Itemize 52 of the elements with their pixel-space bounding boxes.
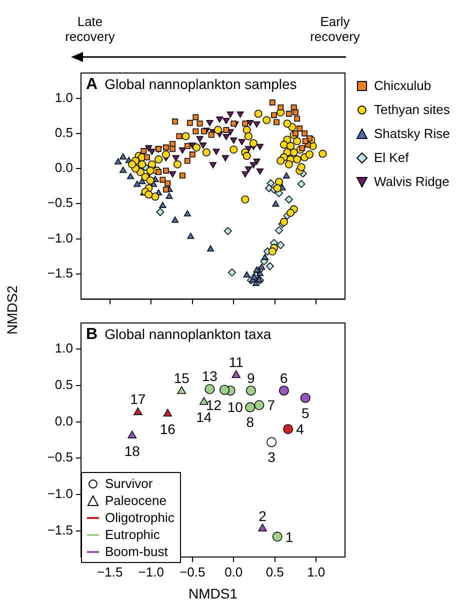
y-tick-label: 0.0 xyxy=(54,160,73,176)
x-tick-label: −1.5 xyxy=(97,564,123,580)
text: Early recovery xyxy=(309,14,361,44)
annotation: 13 xyxy=(202,368,218,384)
legend-label: Boom-bust xyxy=(105,544,168,559)
y-tick-label: −1.0 xyxy=(47,230,73,246)
annotation: 7 xyxy=(267,397,275,414)
y-tick-label: −1.5 xyxy=(47,522,73,538)
text: Late recovery xyxy=(64,14,116,44)
annotation: 1 xyxy=(285,528,294,545)
chart-title: Global nannoplankton taxa xyxy=(104,326,272,342)
legend-label: Shatsky Rise xyxy=(374,126,450,141)
y-tick-label: −0.5 xyxy=(47,195,73,210)
x-axis-title: NMDS1 xyxy=(188,585,238,602)
annotation: 10 xyxy=(227,398,243,415)
x-tick-label: −1.0 xyxy=(138,564,164,580)
legend-label: Paleocene xyxy=(105,493,166,508)
annotation: 5 xyxy=(301,404,310,421)
annotation: 16 xyxy=(160,420,176,437)
annotation: 17 xyxy=(130,391,146,408)
x-tick-label: 1.0 xyxy=(307,564,326,580)
annotation: 8 xyxy=(246,414,254,430)
legend-label: Walvis Ridge xyxy=(374,174,450,189)
annotation: 3 xyxy=(268,449,276,466)
legend-label: Chicxulub xyxy=(374,78,432,93)
legend-label: Eutrophic xyxy=(105,527,160,542)
x-tick-label: 0.0 xyxy=(224,564,243,580)
annotation: 2 xyxy=(258,508,266,524)
annotation: 4 xyxy=(296,421,304,438)
y-tick-label: 1.0 xyxy=(54,340,73,356)
annotation: 18 xyxy=(124,442,140,459)
legend-label: Tethyan sites xyxy=(374,102,450,117)
legend-label: Survivor xyxy=(105,476,153,491)
y-tick-label: 1.0 xyxy=(54,90,73,105)
annotation: B xyxy=(86,326,98,343)
y-tick-label: 0.5 xyxy=(54,124,73,140)
annotation: 6 xyxy=(280,370,288,386)
y-axis-title: NMDS2 xyxy=(4,285,20,335)
y-tick-label: 0.0 xyxy=(54,413,73,428)
y-tick-label: 0.5 xyxy=(54,377,73,392)
legend-label: Oligotrophic xyxy=(105,510,174,525)
annotation: A xyxy=(86,76,98,93)
annotation: 15 xyxy=(174,370,190,386)
y-tick-label: −1.5 xyxy=(47,265,73,280)
y-tick-label: −0.5 xyxy=(47,450,73,465)
chart-title: Global nannoplankton samples xyxy=(104,76,297,92)
x-tick-label: −0.5 xyxy=(180,564,206,580)
x-tick-label: 0.5 xyxy=(266,564,284,580)
y-tick-label: −1.0 xyxy=(47,486,73,502)
annotation: 11 xyxy=(228,354,244,370)
annotation: 9 xyxy=(247,370,255,386)
legend-label: El Kef xyxy=(374,150,409,165)
